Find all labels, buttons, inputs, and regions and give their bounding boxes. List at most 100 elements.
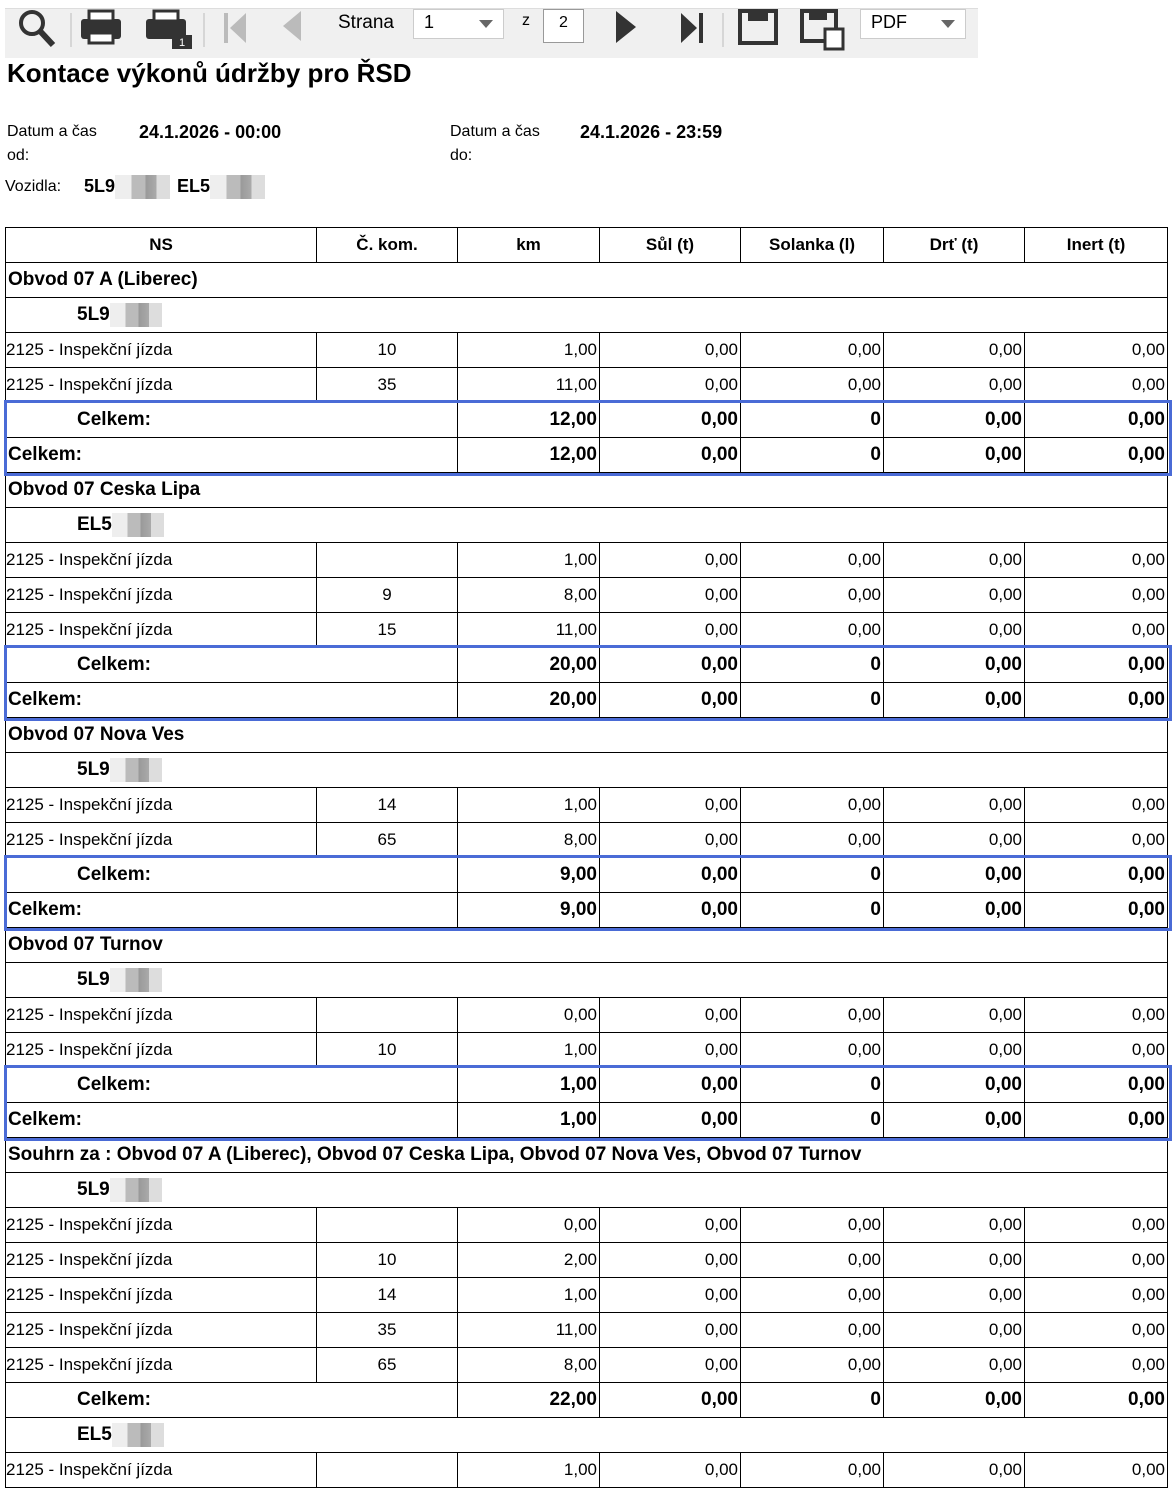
inert-cell: 0,00 bbox=[1024, 367, 1168, 403]
group-row-cell: Obvod 07 Turnov bbox=[5, 927, 1168, 963]
km-total: 12,00 bbox=[457, 402, 600, 438]
ns-cell: 2125 - Inspekční jízda bbox=[5, 1277, 317, 1313]
print-page-icon[interactable]: 1 bbox=[146, 9, 192, 49]
total-label: Celkem: bbox=[5, 1067, 458, 1103]
kom-cell bbox=[316, 1207, 458, 1243]
group-row: Obvod 07 Nova Ves bbox=[5, 717, 1168, 753]
kom-cell: 10 bbox=[316, 1242, 458, 1278]
drt-cell: 0,00 bbox=[883, 367, 1025, 403]
km-total: 1,00 bbox=[457, 1067, 600, 1103]
km-cell: 0,00 bbox=[457, 1207, 600, 1243]
inert-cell: 0,00 bbox=[1024, 1277, 1168, 1313]
total-label: Celkem: bbox=[5, 682, 458, 718]
row: 2125 - Inspekční jízda 65 8,00 0,00 0,00 0,00… bbox=[5, 822, 1168, 858]
dropdown-arrow bbox=[941, 20, 955, 28]
solanka-cell: 0,00 bbox=[740, 1242, 884, 1278]
drt-cell: 0,00 bbox=[883, 997, 1025, 1033]
drt-cell: 0,00 bbox=[883, 612, 1025, 648]
km-cell: 1,00 bbox=[457, 1032, 600, 1068]
print-icon[interactable] bbox=[81, 9, 121, 45]
drt-total: 0,00 bbox=[883, 682, 1025, 718]
vehicle-row: EL5 bbox=[5, 507, 1168, 543]
km-total: 9,00 bbox=[457, 892, 600, 928]
solanka-cell: 0,00 bbox=[740, 367, 884, 403]
total-label: Celkem: bbox=[5, 1382, 458, 1418]
total-row: Celkem: 12,00 0,00 0 0,00 0,00 bbox=[5, 402, 1168, 438]
solanka-total: 0 bbox=[740, 682, 884, 718]
inert-total: 0,00 bbox=[1024, 1102, 1168, 1138]
km-total: 22,00 bbox=[457, 1382, 600, 1418]
kom-cell: 65 bbox=[316, 1347, 458, 1383]
solanka-cell: 0,00 bbox=[740, 542, 884, 578]
solanka-cell: 0,00 bbox=[740, 612, 884, 648]
drt-total: 0,00 bbox=[883, 402, 1025, 438]
drt-cell: 0,00 bbox=[883, 332, 1025, 368]
solanka-total: 0 bbox=[740, 402, 884, 438]
toolbar: 1 Strana 1 z 2 PDF bbox=[5, 8, 978, 58]
sul-cell: 0,00 bbox=[599, 1207, 741, 1243]
group-row: Obvod 07 Turnov bbox=[5, 927, 1168, 963]
solanka-cell: 0,00 bbox=[740, 1452, 884, 1488]
total-label: Celkem: bbox=[5, 437, 458, 473]
total-row: Celkem: 20,00 0,00 0 0,00 0,00 bbox=[5, 682, 1168, 718]
km-cell: 1,00 bbox=[457, 1452, 600, 1488]
kom-cell bbox=[316, 997, 458, 1033]
drt-cell: 0,00 bbox=[883, 1347, 1025, 1383]
sul-cell: 0,00 bbox=[599, 367, 741, 403]
ns-cell: 2125 - Inspekční jízda bbox=[5, 542, 317, 578]
inert-cell: 0,00 bbox=[1024, 1452, 1168, 1488]
sul-total: 0,00 bbox=[599, 892, 741, 928]
drt-cell: 0,00 bbox=[883, 787, 1025, 823]
sul-cell: 0,00 bbox=[599, 1032, 741, 1068]
solanka-cell: 0,00 bbox=[740, 822, 884, 858]
last-page-icon[interactable] bbox=[681, 13, 703, 43]
redacted bbox=[109, 968, 162, 992]
redacted bbox=[115, 175, 171, 199]
inert-cell: 0,00 bbox=[1024, 997, 1168, 1033]
format-select[interactable]: PDF bbox=[860, 9, 966, 39]
ns-cell: 2125 - Inspekční jízda bbox=[5, 822, 317, 858]
km-total: 12,00 bbox=[457, 437, 600, 473]
km-total: 9,00 bbox=[457, 857, 600, 893]
save-as-icon[interactable] bbox=[800, 9, 845, 51]
inert-total: 0,00 bbox=[1024, 402, 1168, 438]
solanka-total: 0 bbox=[740, 437, 884, 473]
total-label: Celkem: bbox=[5, 1102, 458, 1138]
inert-total: 0,00 bbox=[1024, 647, 1168, 683]
solanka-cell: 0,00 bbox=[740, 787, 884, 823]
group-row: Obvod 07 Ceska Lipa bbox=[5, 472, 1168, 508]
inert-total: 0,00 bbox=[1024, 1382, 1168, 1418]
first-page-icon[interactable] bbox=[224, 13, 246, 43]
km-cell: 8,00 bbox=[457, 577, 600, 613]
ns-cell: 2125 - Inspekční jízda bbox=[5, 612, 317, 648]
vehicle: 5L9 bbox=[84, 175, 116, 196]
km-cell: 2,00 bbox=[457, 1242, 600, 1278]
group-row-text: Obvod 07 A (Liberec) bbox=[8, 269, 198, 290]
solanka-total: 0 bbox=[740, 892, 884, 928]
group-row-text: Obvod 07 Turnov bbox=[8, 934, 163, 955]
vehicle-row-text: 5L9 bbox=[77, 969, 110, 991]
total-row: Celkem: 20,00 0,00 0 0,00 0,00 bbox=[5, 647, 1168, 683]
row: 2125 - Inspekční jízda 35 11,00 0,00 0,00 0,0… bbox=[5, 1312, 1168, 1348]
km-cell: 0,00 bbox=[457, 997, 600, 1033]
kom-cell: 35 bbox=[316, 367, 458, 403]
next-page-icon[interactable] bbox=[616, 11, 636, 43]
drt-total: 0,00 bbox=[883, 1102, 1025, 1138]
page-select[interactable]: 1 bbox=[413, 9, 504, 39]
km-cell: 8,00 bbox=[457, 1347, 600, 1383]
kom-cell: 9 bbox=[316, 577, 458, 613]
drt-cell: 0,00 bbox=[883, 1032, 1025, 1068]
solanka-total: 0 bbox=[740, 857, 884, 893]
search-icon[interactable] bbox=[19, 10, 56, 48]
vehicle: EL5 bbox=[177, 175, 211, 196]
prev-page-icon[interactable] bbox=[283, 11, 301, 41]
row: 2125 - Inspekční jízda 14 1,00 0,00 0,00 0,00… bbox=[5, 1277, 1168, 1313]
column-header: NS bbox=[5, 227, 317, 263]
save-icon[interactable] bbox=[738, 9, 778, 45]
kom-cell: 15 bbox=[316, 612, 458, 648]
inert-cell: 0,00 bbox=[1024, 822, 1168, 858]
inert-total: 0,00 bbox=[1024, 682, 1168, 718]
sul-total: 0,00 bbox=[599, 647, 741, 683]
inert-cell: 0,00 bbox=[1024, 1347, 1168, 1383]
row: 2125 - Inspekční jízda 1,00 0,00 0,00 0,00 0,… bbox=[5, 542, 1168, 578]
